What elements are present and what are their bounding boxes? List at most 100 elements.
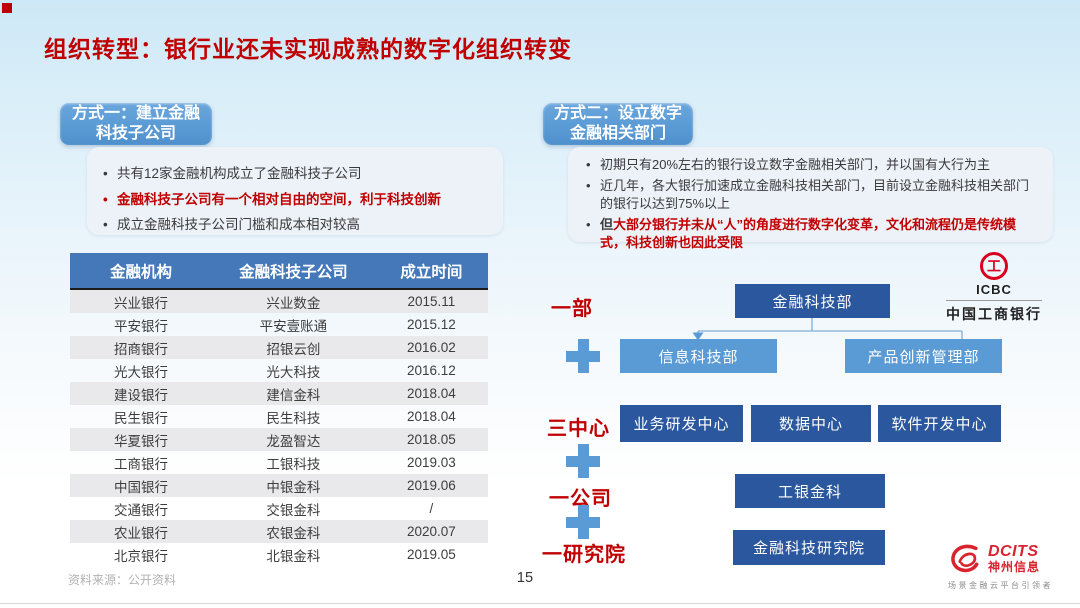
org-box-product-innovation-dept: 产品创新管理部 bbox=[845, 339, 1002, 373]
table-row: 华夏银行 龙盈智达 2018.05 bbox=[70, 428, 488, 451]
bullet-text-prefix: 但 bbox=[600, 216, 614, 232]
table-row: 中国银行 中银金科 2019.06 bbox=[70, 474, 488, 497]
cell-bank: 民生银行 bbox=[114, 410, 169, 426]
cell-date: 2015.11 bbox=[407, 294, 456, 309]
table-row: 建设银行 建信金科 2018.04 bbox=[70, 382, 488, 405]
cell-bank: 建设银行 bbox=[114, 387, 169, 403]
table-row: 平安银行 平安壹账通 2015.12 bbox=[70, 313, 488, 336]
table-row: 招商银行 招银云创 2016.02 bbox=[70, 336, 488, 359]
plus-icon bbox=[566, 339, 600, 373]
method-1-badge-line2: 科技子公司 bbox=[95, 125, 176, 142]
bullet-marker: • bbox=[586, 157, 591, 172]
org-box-fintech-research-institute: 金融科技研究院 bbox=[733, 530, 885, 565]
cell-date: 2018.04 bbox=[406, 409, 456, 424]
label-one-company: 一公司 bbox=[549, 488, 612, 510]
cell-bank: 北京银行 bbox=[114, 548, 169, 564]
bullet-item: • 但大部分银行并未从“人”的角度进行数字化变革，文化和流程仍是传统模式，科技创新… bbox=[584, 216, 1041, 252]
method-2-badge-line1: 方式二：设立数字 bbox=[553, 105, 682, 122]
org-box-data-center: 数据中心 bbox=[751, 405, 871, 442]
cell-bank: 兴业银行 bbox=[114, 295, 169, 311]
dcits-logo: DCITS 神州信息 场景金融云平台引领者 bbox=[948, 543, 1068, 591]
cell-subsidiary: 建信金科 bbox=[266, 387, 321, 403]
method-1-notes-panel: • 共有12家金融机构成立了金融科技子公司 • 金融科技子公司有一个相对自由的空间，… bbox=[87, 147, 503, 235]
fintech-subsidiaries-table: 金融机构 金融科技子公司 成立时间 兴业银行 兴业数金 2015.11 平安银行 平安… bbox=[70, 253, 488, 566]
bullet-text: 初期只有20%左右的银行设立数字金融相关部门，并以国有大行为主 bbox=[600, 157, 991, 172]
cell-date: 2019.03 bbox=[406, 455, 456, 470]
method-1-bullet-list: • 共有12家金融机构成立了金融科技子公司 • 金融科技子公司有一个相对自由的空间，… bbox=[101, 165, 489, 234]
plus-icon bbox=[566, 505, 600, 539]
header-founded-date: 成立时间 bbox=[374, 253, 488, 290]
cell-subsidiary: 交银金科 bbox=[266, 502, 321, 518]
method-2-bullet-list: • 初期只有20%左右的银行设立数字金融相关部门，并以国有大行为主 • 近几年，各大… bbox=[584, 156, 1041, 252]
bullet-marker: • bbox=[586, 177, 591, 193]
cell-bank: 工商银行 bbox=[114, 456, 169, 472]
cell-date: 2016.02 bbox=[406, 340, 456, 355]
header-institution: 金融机构 bbox=[70, 253, 213, 290]
dcits-brand: DCITS bbox=[988, 542, 1039, 560]
cell-subsidiary: 民生科技 bbox=[266, 410, 321, 426]
bullet-marker: • bbox=[586, 216, 591, 232]
bullet-item: • 金融科技子公司有一个相对自由的空间，利于科技创新 bbox=[101, 191, 489, 209]
cell-date: 2019.05 bbox=[406, 547, 456, 562]
method-2-notes-panel: • 初期只有20%左右的银行设立数字金融相关部门，并以国有大行为主 • 近几年，各大… bbox=[568, 147, 1053, 250]
bullet-text: 近几年，各大银行加速成立金融科技相关部门，目前设立金融科技相关部门的银行以达到7… bbox=[600, 177, 1030, 211]
label-one-institute: 一研究院 bbox=[542, 544, 626, 566]
cell-subsidiary: 兴业数金 bbox=[266, 295, 321, 311]
cell-bank: 农业银行 bbox=[114, 525, 169, 541]
dcits-logo-top: DCITS 神州信息 bbox=[948, 543, 1068, 575]
dcits-swirl-icon bbox=[951, 544, 979, 573]
cell-date: 2020.07 bbox=[406, 524, 456, 539]
header-subsidiary: 金融科技子公司 bbox=[212, 253, 375, 290]
cell-date: 2016.12 bbox=[406, 363, 456, 378]
bullet-text: 共有12家金融机构成立了金融科技子公司 bbox=[117, 166, 362, 181]
method-1-badge: 方式一：建立金融 科技子公司 bbox=[60, 103, 212, 145]
icbc-name: 中国工商银行 bbox=[946, 306, 1042, 322]
cell-bank: 华夏银行 bbox=[114, 433, 169, 449]
label-one-department: 一部 bbox=[551, 298, 593, 320]
org-box-software-dev-center: 软件开发中心 bbox=[878, 405, 1001, 442]
cell-date: 2018.04 bbox=[406, 386, 456, 401]
cell-date: 2018.05 bbox=[406, 432, 456, 447]
cell-subsidiary: 农银金科 bbox=[266, 525, 321, 541]
cell-bank: 中国银行 bbox=[114, 479, 169, 495]
method-1-badge-line1: 方式一：建立金融 bbox=[71, 105, 200, 122]
table-row: 兴业银行 兴业数金 2015.11 bbox=[70, 289, 488, 313]
cell-bank: 招商银行 bbox=[114, 341, 169, 357]
icbc-logo-icon: 工 bbox=[980, 252, 1008, 280]
bullet-marker: • bbox=[103, 191, 108, 207]
bullet-marker: • bbox=[103, 166, 108, 181]
org-box-icbc-fintech-company: 工银金科 bbox=[735, 474, 885, 508]
dcits-tagline: 场景金融云平台引领者 bbox=[948, 581, 1053, 590]
table-row: 北京银行 北银金科 2019.05 bbox=[70, 543, 488, 566]
bullet-item: • 成立金融科技子公司门槛和成本相对较高 bbox=[101, 216, 489, 234]
cell-date: 2015.12 bbox=[406, 317, 456, 332]
icbc-divider bbox=[946, 300, 1042, 301]
bullet-marker: • bbox=[103, 217, 108, 233]
bullet-item: • 共有12家金融机构成立了金融科技子公司 bbox=[101, 165, 489, 183]
cell-subsidiary: 招银云创 bbox=[266, 341, 321, 357]
org-box-it-dept: 信息科技部 bbox=[620, 339, 777, 373]
cell-subsidiary: 龙盈智达 bbox=[266, 433, 321, 449]
cell-subsidiary: 中银金科 bbox=[266, 479, 321, 495]
bullet-text: 成立金融科技子公司门槛和成本相对较高 bbox=[117, 217, 360, 233]
cell-date: 2019.06 bbox=[406, 478, 456, 493]
method-2-badge-line2: 金融相关部门 bbox=[569, 125, 666, 142]
dcits-text-block: DCITS 神州信息 bbox=[988, 542, 1041, 574]
bullet-text: 金融科技子公司有一个相对自由的空间，利于科技创新 bbox=[117, 191, 441, 207]
method-2-badge: 方式二：设立数字 金融相关部门 bbox=[543, 103, 693, 145]
dcits-company: 神州信息 bbox=[988, 559, 1041, 574]
bullet-item: • 初期只有20%左右的银行设立数字金融相关部门，并以国有大行为主 bbox=[584, 156, 1041, 174]
cell-bank: 平安银行 bbox=[114, 318, 169, 334]
label-three-centers: 三中心 bbox=[547, 418, 610, 440]
cell-bank: 光大银行 bbox=[114, 364, 169, 380]
table-row: 农业银行 农银金科 2020.07 bbox=[70, 520, 488, 543]
table-row: 民生银行 民生科技 2018.04 bbox=[70, 405, 488, 428]
plus-icon bbox=[566, 444, 600, 478]
table-head: 金融机构 金融科技子公司 成立时间 bbox=[70, 253, 488, 290]
cell-subsidiary: 平安壹账通 bbox=[259, 318, 328, 334]
table-body: 兴业银行 兴业数金 2015.11 平安银行 平安壹账通 2015.12 招商银行 招银云… bbox=[70, 289, 488, 566]
table-row: 工商银行 工银科技 2019.03 bbox=[70, 451, 488, 474]
corner-accent bbox=[2, 3, 12, 13]
bullet-item: • 近几年，各大银行加速成立金融科技相关部门，目前设立金融科技相关部门的银行以达到… bbox=[584, 177, 1041, 213]
